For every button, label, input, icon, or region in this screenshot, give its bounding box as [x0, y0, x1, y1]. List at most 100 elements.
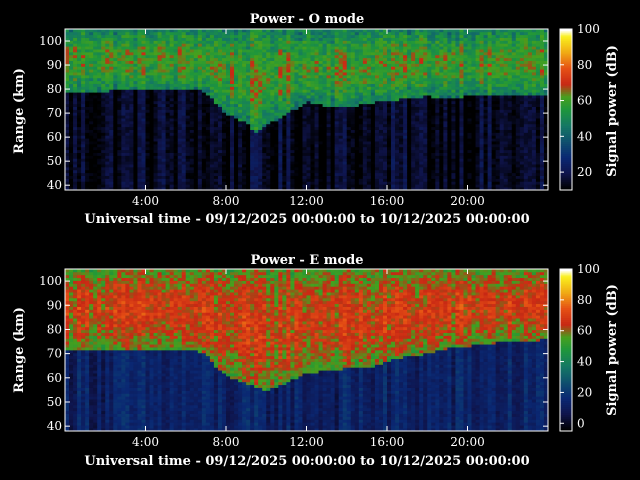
heatmap-cell	[221, 83, 227, 87]
heatmap-cell	[101, 29, 106, 33]
heatmap-cell	[217, 164, 223, 168]
heatmap-cell	[93, 155, 98, 159]
heatmap-cell	[391, 86, 396, 90]
heatmap-cell	[387, 141, 392, 145]
heatmap-cell	[117, 149, 122, 153]
heatmap-cell	[234, 184, 239, 188]
heatmap-cell	[362, 80, 368, 84]
heatmap-cell	[157, 75, 162, 79]
heatmap-cell	[310, 34, 315, 38]
heatmap-cell	[242, 141, 247, 145]
heatmap-cell	[382, 52, 388, 56]
heatmap-cell	[399, 138, 404, 142]
heatmap-cell	[109, 161, 114, 165]
heatmap-cell	[97, 86, 102, 90]
heatmap-cell	[193, 138, 199, 142]
heatmap-cell	[213, 169, 219, 174]
heatmap-cell	[310, 121, 315, 125]
heatmap-cell	[97, 80, 102, 84]
heatmap-cell	[391, 60, 396, 64]
heatmap-cell	[366, 132, 372, 136]
heatmap-cell	[270, 92, 275, 96]
heatmap-cell	[205, 126, 211, 130]
heatmap-cell	[117, 158, 122, 162]
heatmap-cell	[230, 83, 235, 87]
heatmap-cell	[89, 158, 94, 162]
heatmap-cell	[423, 158, 428, 162]
heatmap-cell	[290, 37, 295, 41]
heatmap-cell	[129, 138, 134, 142]
heatmap-cell	[246, 175, 251, 179]
heatmap-cell	[177, 135, 183, 139]
heatmap-cell	[318, 98, 323, 102]
heatmap-cell	[153, 43, 158, 47]
heatmap-cell	[85, 49, 90, 53]
heatmap-cell	[411, 135, 416, 139]
heatmap-cell	[274, 155, 279, 159]
heatmap-cell	[250, 54, 255, 59]
heatmap-cell	[366, 187, 372, 191]
heatmap-cell	[298, 161, 303, 165]
heatmap-cell	[246, 98, 251, 102]
heatmap-cell	[286, 129, 291, 133]
heatmap-cell	[362, 100, 368, 105]
heatmap-cell	[370, 132, 376, 136]
heatmap-cell	[358, 126, 364, 130]
heatmap-cell	[157, 60, 162, 64]
heatmap-cell	[161, 72, 166, 76]
heatmap-cell	[250, 152, 255, 156]
heatmap-cell	[395, 141, 400, 145]
heatmap-cell	[81, 66, 86, 70]
heatmap-cell	[298, 135, 303, 139]
heatmap-cell	[318, 100, 323, 105]
heatmap-cell	[109, 100, 114, 105]
heatmap-cell	[374, 66, 380, 70]
heatmap-cell	[419, 80, 424, 84]
heatmap-cell	[97, 54, 102, 59]
heatmap-cell	[314, 89, 319, 93]
heatmap-cell	[101, 112, 106, 116]
heatmap-cell	[145, 80, 150, 84]
heatmap-cell	[81, 155, 86, 159]
heatmap-cell	[177, 43, 183, 47]
heatmap-cell	[419, 158, 424, 162]
heatmap-cell	[234, 121, 239, 125]
heatmap-cell	[294, 43, 299, 47]
heatmap-cell	[93, 40, 98, 44]
heatmap-cell	[93, 161, 98, 165]
heatmap-cell	[85, 103, 90, 107]
heatmap-cell	[266, 184, 271, 188]
heatmap-cell	[89, 43, 94, 47]
heatmap-cell	[230, 112, 235, 116]
heatmap-cell	[81, 172, 86, 176]
heatmap-cell	[129, 63, 134, 67]
heatmap-cell	[270, 187, 275, 191]
heatmap-cell	[346, 31, 352, 36]
heatmap-cell	[161, 112, 166, 116]
heatmap-cell	[258, 132, 263, 136]
heatmap-cell	[403, 29, 408, 33]
heatmap-cell	[141, 112, 146, 116]
heatmap-cell	[419, 135, 424, 139]
heatmap-cell	[189, 129, 195, 133]
heatmap-cell	[358, 98, 364, 102]
heatmap-cell	[294, 103, 299, 107]
heatmap-cell	[282, 43, 287, 47]
heatmap-cell	[209, 109, 215, 113]
heatmap-cell	[234, 161, 239, 165]
heatmap-cell	[121, 112, 126, 116]
heatmap-cell	[189, 95, 195, 99]
heatmap-cell	[334, 52, 340, 56]
heatmap-cell	[85, 95, 90, 99]
heatmap-cell	[173, 112, 179, 116]
heatmap-cell	[201, 121, 207, 125]
heatmap-cell	[65, 106, 70, 110]
heatmap-cell	[189, 118, 195, 122]
heatmap-cell	[306, 86, 311, 90]
heatmap-cell	[197, 158, 203, 162]
heatmap-cell	[391, 54, 396, 59]
heatmap-cell	[294, 155, 299, 159]
heatmap-cell	[258, 54, 263, 59]
heatmap-cell	[105, 52, 110, 56]
heatmap-cell	[391, 63, 396, 67]
